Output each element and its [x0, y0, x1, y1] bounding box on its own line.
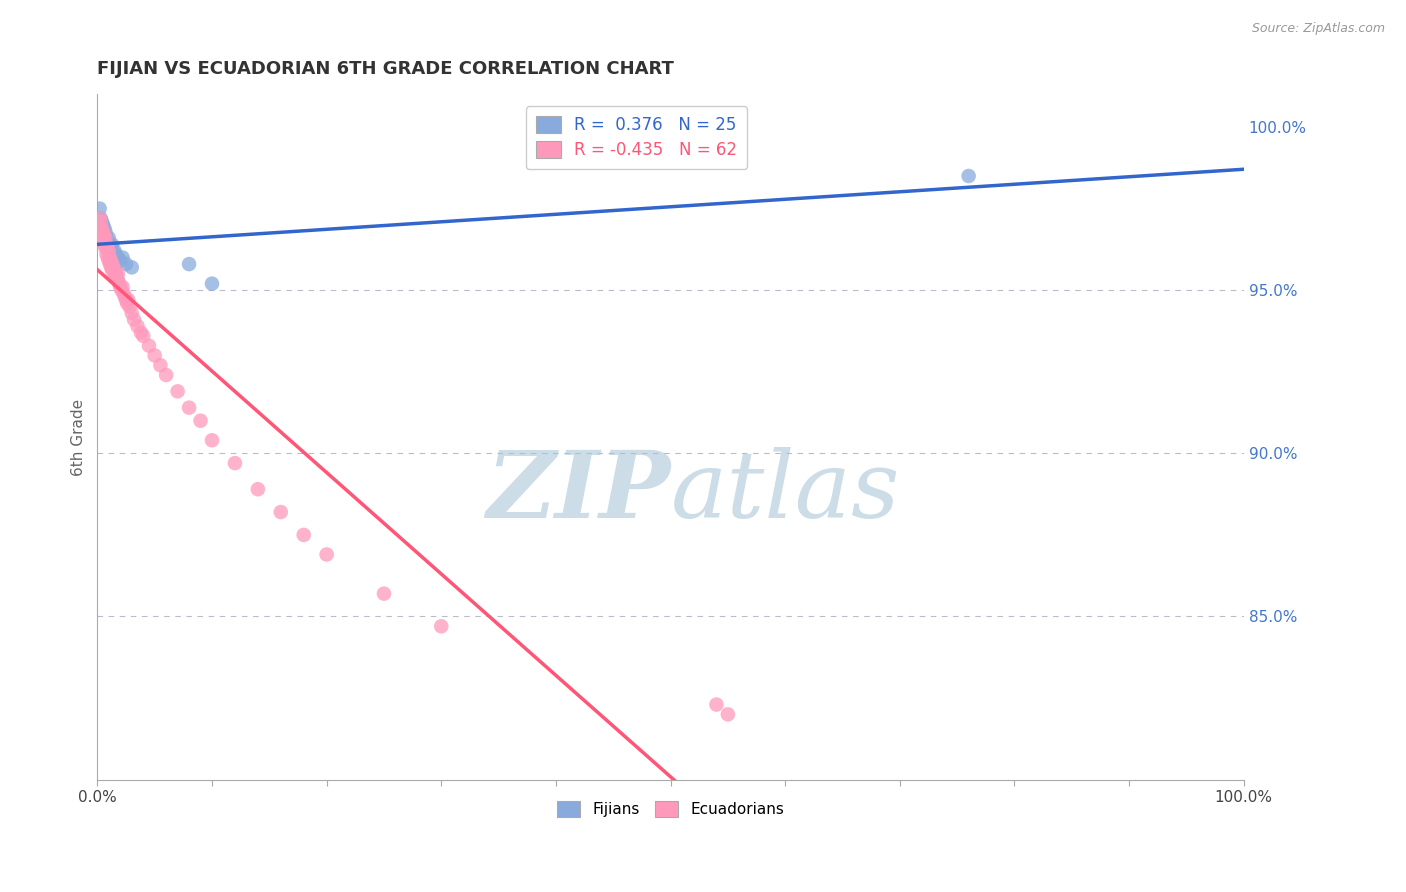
- Point: [111, 251, 134, 265]
- Point: [706, 698, 728, 712]
- Point: [292, 528, 315, 542]
- Point: [97, 241, 120, 255]
- Point: [96, 247, 118, 261]
- Point: [97, 253, 120, 268]
- Point: [115, 257, 138, 271]
- Point: [93, 227, 115, 242]
- Point: [430, 619, 453, 633]
- Point: [100, 241, 122, 255]
- Point: [91, 221, 114, 235]
- Point: [110, 280, 132, 294]
- Point: [91, 215, 114, 229]
- Point: [104, 267, 127, 281]
- Point: [100, 260, 122, 275]
- Point: [94, 231, 117, 245]
- Point: [104, 247, 127, 261]
- Point: [98, 251, 121, 265]
- Text: atlas: atlas: [671, 447, 900, 537]
- Point: [246, 482, 269, 496]
- Point: [112, 286, 135, 301]
- Point: [190, 414, 212, 428]
- Point: [96, 231, 118, 245]
- Point: [118, 300, 141, 314]
- Point: [107, 267, 129, 281]
- Point: [108, 277, 131, 291]
- Point: [132, 329, 155, 343]
- Point: [91, 224, 114, 238]
- Point: [373, 587, 395, 601]
- Text: FIJIAN VS ECUADORIAN 6TH GRADE CORRELATION CHART: FIJIAN VS ECUADORIAN 6TH GRADE CORRELATI…: [97, 60, 675, 78]
- Point: [98, 257, 121, 271]
- Point: [89, 211, 111, 226]
- Point: [110, 253, 132, 268]
- Point: [107, 273, 129, 287]
- Point: [127, 319, 149, 334]
- Point: [94, 224, 117, 238]
- Point: [957, 169, 980, 183]
- Point: [90, 224, 112, 238]
- Point: [98, 237, 121, 252]
- Point: [201, 434, 224, 448]
- Y-axis label: 6th Grade: 6th Grade: [72, 399, 86, 475]
- Point: [91, 224, 114, 238]
- Point: [149, 358, 172, 372]
- Point: [111, 280, 134, 294]
- Point: [103, 260, 125, 275]
- Point: [115, 293, 138, 307]
- Point: [97, 244, 120, 258]
- Point: [89, 202, 111, 216]
- Point: [155, 368, 177, 382]
- Point: [96, 237, 118, 252]
- Point: [138, 339, 160, 353]
- Point: [115, 296, 138, 310]
- Point: [94, 227, 117, 242]
- Point: [101, 237, 124, 252]
- Point: [201, 277, 224, 291]
- Point: [101, 263, 124, 277]
- Point: [122, 312, 145, 326]
- Point: [177, 257, 200, 271]
- Point: [129, 326, 152, 340]
- Point: [94, 241, 117, 255]
- Point: [110, 283, 132, 297]
- Point: [97, 234, 120, 248]
- Point: [177, 401, 200, 415]
- Point: [105, 270, 128, 285]
- Point: [166, 384, 188, 399]
- Legend: Fijians, Ecuadorians: Fijians, Ecuadorians: [551, 795, 790, 823]
- Point: [103, 244, 125, 258]
- Point: [101, 257, 124, 271]
- Point: [97, 251, 120, 265]
- Point: [97, 231, 120, 245]
- Point: [107, 251, 129, 265]
- Point: [91, 221, 114, 235]
- Point: [90, 211, 112, 226]
- Point: [270, 505, 292, 519]
- Text: Source: ZipAtlas.com: Source: ZipAtlas.com: [1251, 22, 1385, 36]
- Point: [717, 707, 740, 722]
- Point: [90, 215, 112, 229]
- Point: [103, 263, 125, 277]
- Point: [117, 293, 139, 307]
- Point: [93, 237, 115, 252]
- Point: [121, 260, 143, 275]
- Point: [91, 234, 114, 248]
- Point: [143, 348, 166, 362]
- Point: [91, 218, 114, 232]
- Text: ZIP: ZIP: [486, 447, 671, 537]
- Point: [100, 253, 122, 268]
- Point: [91, 231, 114, 245]
- Point: [103, 270, 125, 285]
- Point: [224, 456, 246, 470]
- Point: [315, 548, 337, 562]
- Point: [93, 221, 115, 235]
- Point: [114, 290, 136, 304]
- Point: [121, 306, 143, 320]
